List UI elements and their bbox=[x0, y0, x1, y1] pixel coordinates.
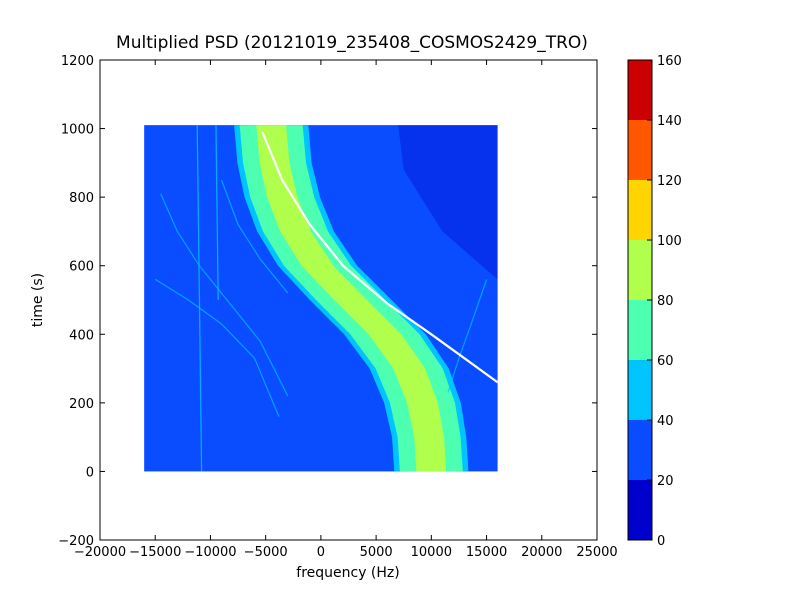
colorbar-bin bbox=[628, 180, 652, 240]
colorbar-tick-label: 160 bbox=[657, 54, 682, 69]
colorbar-bin bbox=[628, 480, 652, 540]
colorbar-tick-label: 20 bbox=[657, 474, 674, 489]
x-tick-label: 25000 bbox=[576, 545, 617, 560]
spectrogram-content bbox=[154, 125, 498, 472]
colorbar-tick-label: 0 bbox=[657, 534, 665, 549]
colorbar-tick-label: 60 bbox=[657, 354, 674, 369]
y-axis-label: time (s) bbox=[30, 273, 46, 327]
x-axis-label: frequency (Hz) bbox=[296, 565, 399, 581]
colorbar-bin bbox=[628, 120, 652, 180]
x-tick-label: 5000 bbox=[360, 545, 393, 560]
colorbar-tick-label: 120 bbox=[657, 174, 682, 189]
trace-band-core bbox=[256, 125, 447, 472]
streak-line bbox=[154, 278, 280, 417]
colorbar-bin bbox=[628, 420, 652, 480]
low-power-region bbox=[398, 125, 498, 280]
spur-line bbox=[196, 125, 203, 472]
chart-title: Multiplied PSD (20121019_235408_COSMOS24… bbox=[116, 33, 588, 53]
y-tick-label: 600 bbox=[69, 260, 94, 275]
x-tick-label: −15000 bbox=[129, 545, 181, 560]
spectrogram bbox=[144, 125, 498, 472]
white-trace bbox=[261, 131, 498, 384]
y-tick-label: 0 bbox=[86, 465, 94, 480]
spur-line bbox=[215, 125, 219, 301]
y-tick-label: 200 bbox=[69, 397, 94, 412]
colorbar-tick-label: 40 bbox=[657, 414, 674, 429]
colorbar-tick-label: 140 bbox=[657, 114, 682, 129]
streak-line bbox=[160, 193, 289, 397]
x-tick-label: 10000 bbox=[411, 545, 452, 560]
x-tick-label: −5000 bbox=[244, 545, 288, 560]
colorbar: 0 20 40 60 80 100 120 140 160 bbox=[627, 54, 682, 549]
plot-frame bbox=[99, 59, 598, 541]
streak-line bbox=[447, 279, 488, 393]
colorbar-tick-label: 80 bbox=[657, 294, 674, 309]
y-tick-label: 400 bbox=[69, 328, 94, 343]
colorbar-bin bbox=[628, 240, 652, 300]
y-tick-label: 1200 bbox=[61, 54, 94, 69]
x-tick-label: 20000 bbox=[521, 545, 562, 560]
x-tick-label: −10000 bbox=[184, 545, 236, 560]
colorbar-bin bbox=[628, 60, 652, 120]
axis-ticks: −20000 −15000 −10000 −5000 0 5000 10000 15000 20… bbox=[58, 54, 617, 560]
colorbar-bin bbox=[628, 300, 652, 360]
x-tick-label: 0 bbox=[317, 545, 325, 560]
x-tick-label: 15000 bbox=[466, 545, 507, 560]
y-tick-label: 800 bbox=[69, 191, 94, 206]
y-tick-label: −200 bbox=[58, 534, 94, 549]
colorbar-bin bbox=[628, 360, 652, 420]
streak-line bbox=[220, 179, 289, 294]
colorbar-tick-label: 100 bbox=[657, 234, 682, 249]
x-tick-label: −20000 bbox=[74, 545, 126, 560]
y-tick-label: 1000 bbox=[61, 123, 94, 138]
